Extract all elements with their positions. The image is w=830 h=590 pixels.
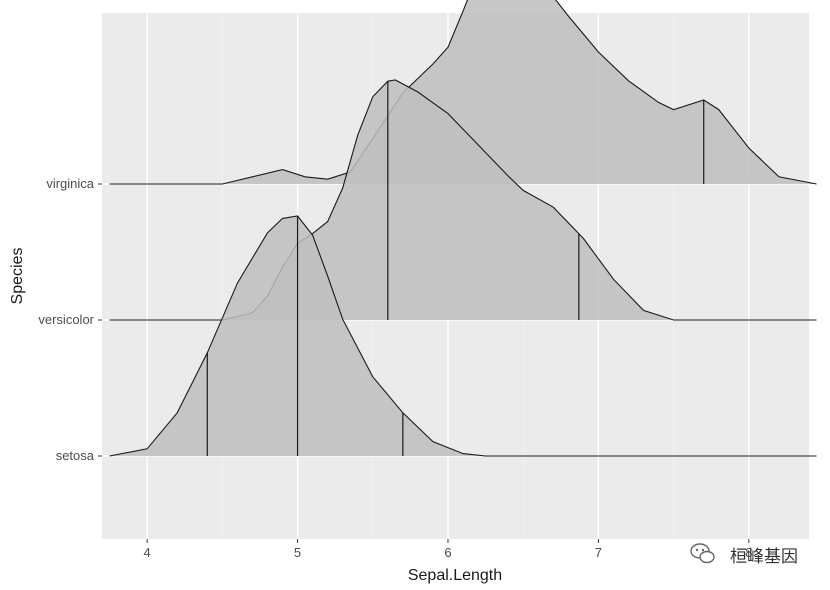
ridge-outline-virginica xyxy=(109,0,817,185)
y-tick-label-versicolor: versicolor xyxy=(38,312,94,327)
density-ridges xyxy=(109,0,817,457)
watermark: 桓峰基因 xyxy=(690,543,798,567)
x-tick-label: 5 xyxy=(294,545,301,560)
ridge-outline-setosa xyxy=(109,215,817,457)
x-axis: 4 5 6 7 8 xyxy=(144,539,752,560)
ridge-fill-virginica xyxy=(109,0,817,184)
x-tick-label: 6 xyxy=(444,545,451,560)
y-axis-title: Species xyxy=(9,248,26,305)
y-tick-label-virginica: virginica xyxy=(46,176,94,191)
x-axis-title: Sepal.Length xyxy=(408,567,502,584)
watermark-text: 桓峰基因 xyxy=(730,547,798,567)
ridge-setosa xyxy=(109,215,817,457)
x-tick-label: 4 xyxy=(144,545,151,560)
x-tick-label: 7 xyxy=(595,545,602,560)
ridge-fill-versicolor xyxy=(109,80,817,320)
ridge-fill-setosa xyxy=(109,216,817,456)
y-axis: setosa versicolor virginica xyxy=(38,176,102,463)
wechat-icon xyxy=(690,543,715,564)
y-tick-label-setosa: setosa xyxy=(56,448,95,463)
x-tick-label: 8 xyxy=(745,545,752,560)
